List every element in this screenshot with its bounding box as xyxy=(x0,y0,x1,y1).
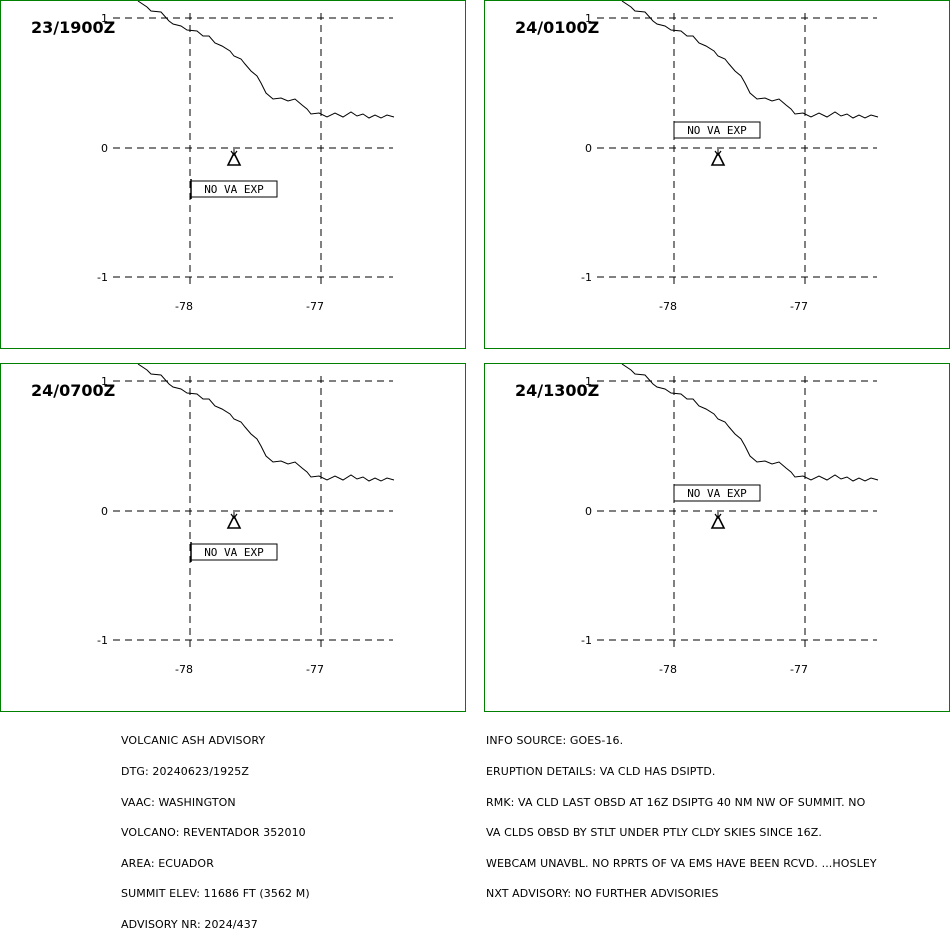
advisory-line: ADVISORY NR: 2024/437 xyxy=(121,918,258,932)
status-box xyxy=(673,121,761,139)
advisory-line: SUMMIT ELEV: 11686 FT (3562 M) xyxy=(121,887,310,901)
border-line xyxy=(621,1,879,119)
latitude-tick-label: -1 xyxy=(97,634,108,647)
longitude-tick-label: -77 xyxy=(306,300,324,313)
latitude-tick-label: 1 xyxy=(585,12,592,25)
volcano-icon xyxy=(226,512,242,529)
volcano-icon xyxy=(710,149,726,166)
advisory-line: VAAC: WASHINGTON xyxy=(121,795,236,809)
border-line xyxy=(621,364,879,482)
status-label: NO VA EXP xyxy=(204,546,264,559)
advisory-line: RMK: VA CLD LAST OBSD AT 16Z DSIPTG 40 N… xyxy=(486,795,866,809)
border-line xyxy=(137,364,395,482)
map-canvas: 1 0 -1 -78 -77 NO VA EXP xyxy=(97,1,395,313)
latitude-tick-label: 0 xyxy=(101,142,108,155)
advisory-line: AREA: ECUADOR xyxy=(121,856,214,870)
status-label: NO VA EXP xyxy=(204,183,264,196)
advisory-line: WEBCAM UNAVBL. NO RPRTS OF VA EMS HAVE B… xyxy=(486,856,877,870)
border-line xyxy=(137,1,395,119)
advisory-line: ERUPTION DETAILS: VA CLD HAS DSIPTD. xyxy=(486,765,716,779)
latitude-tick-label: 1 xyxy=(585,375,592,388)
advisory-line: INFO SOURCE: GOES-16. xyxy=(486,734,624,748)
latitude-tick-label: -1 xyxy=(581,271,592,284)
longitude-tick-label: -78 xyxy=(659,300,677,313)
advisory-line: NXT ADVISORY: NO FURTHER ADVISORIES xyxy=(486,887,719,901)
status-box xyxy=(673,484,761,502)
longitude-tick-label: -77 xyxy=(306,663,324,676)
status-label: NO VA EXP xyxy=(687,124,747,137)
map-canvas: 1 0 -1 -78 -77 NO VA EXP xyxy=(581,1,879,313)
map-panel: 1 0 -1 -78 -77 NO VA EXP 24/0100Z xyxy=(484,0,950,349)
latitude-tick-label: 0 xyxy=(585,505,592,518)
longitude-tick-label: -77 xyxy=(790,300,808,313)
latitude-tick-label: 1 xyxy=(101,12,108,25)
longitude-tick-label: -78 xyxy=(175,300,193,313)
advisory-line: DTG: 20240623/1925Z xyxy=(121,765,250,779)
latitude-tick-label: -1 xyxy=(97,271,108,284)
latitude-tick-label: 1 xyxy=(101,375,108,388)
map-canvas: 1 0 -1 -78 -77 NO VA EXP xyxy=(581,364,879,676)
advisory-left-text: VOLCANIC ASH ADVISORY DTG: 20240623/1925… xyxy=(121,716,310,940)
advisory-line: VA CLDS OBSD BY STLT UNDER PTLY CLDY SKI… xyxy=(486,826,823,840)
volcano-icon xyxy=(226,149,242,166)
longitude-tick-label: -77 xyxy=(790,663,808,676)
panel-time-label: 24/0100Z xyxy=(515,18,600,37)
longitude-tick-label: -78 xyxy=(175,663,193,676)
panel-time-label: 23/1900Z xyxy=(31,18,116,37)
latitude-tick-label: 0 xyxy=(101,505,108,518)
longitude-tick-label: -78 xyxy=(659,663,677,676)
advisory-line: VOLCANIC ASH ADVISORY xyxy=(121,734,266,748)
panel-time-label: 24/0700Z xyxy=(31,381,116,400)
map-panel: 1 0 -1 -78 -77 NO VA EXP 23/1900Z xyxy=(0,0,466,349)
map-panel: 1 0 -1 -78 -77 NO VA EXP 24/1300Z xyxy=(484,363,950,712)
panel-time-label: 24/1300Z xyxy=(515,381,600,400)
map-panel: 1 0 -1 -78 -77 NO VA EXP 24/0700Z xyxy=(0,363,466,712)
advisory-line: VOLCANO: REVENTADOR 352010 xyxy=(121,826,306,840)
advisory-right-text: INFO SOURCE: GOES-16. ERUPTION DETAILS: … xyxy=(486,716,877,910)
status-label: NO VA EXP xyxy=(687,487,747,500)
latitude-tick-label: -1 xyxy=(581,634,592,647)
map-canvas: 1 0 -1 -78 -77 NO VA EXP xyxy=(97,364,395,676)
volcano-icon xyxy=(710,512,726,529)
latitude-tick-label: 0 xyxy=(585,142,592,155)
